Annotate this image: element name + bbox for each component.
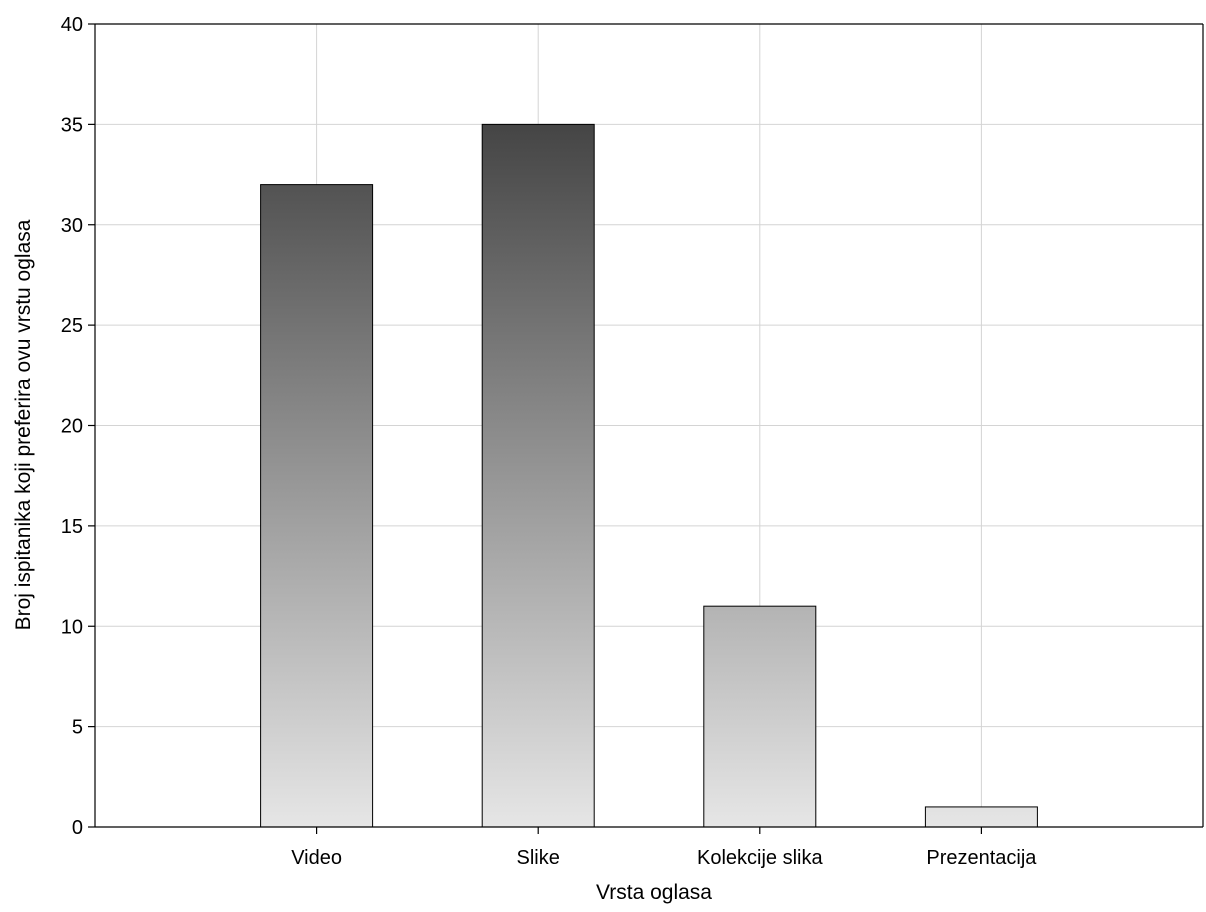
y-tick-label: 10 [61, 616, 83, 638]
x-tick-label: Slike [517, 847, 560, 869]
y-tick-label: 20 [61, 416, 83, 438]
axes [94, 23, 1204, 828]
bar-slike [481, 123, 595, 828]
y-tick-label: 0 [72, 817, 83, 839]
y-tick-label: 40 [61, 14, 83, 36]
x-tick-label: Prezentacija [926, 847, 1037, 869]
y-tick-label: 15 [61, 516, 83, 538]
y-tick-label: 30 [61, 215, 83, 237]
y-tick-label: 25 [61, 315, 83, 337]
x-axis-title: Vrsta oglasa [596, 881, 712, 904]
bars [260, 123, 1038, 828]
x-tick-labels: Video Slike Kolekcije slika Prezentacija [291, 827, 1037, 869]
bar-kolekcije-slika [703, 605, 817, 828]
bar-prezentacija [924, 806, 1038, 828]
x-tick-label: Video [291, 847, 342, 869]
bar-video [260, 184, 374, 828]
y-tick-label: 5 [72, 717, 83, 739]
y-axis-title: Broj ispitanika koji preferira ovu vrstu… [12, 219, 35, 630]
y-tick-labels: 0 5 10 15 20 25 30 35 40 [61, 14, 95, 839]
x-tick-label: Kolekcije slika [697, 847, 823, 869]
y-tick-label: 35 [61, 114, 83, 136]
